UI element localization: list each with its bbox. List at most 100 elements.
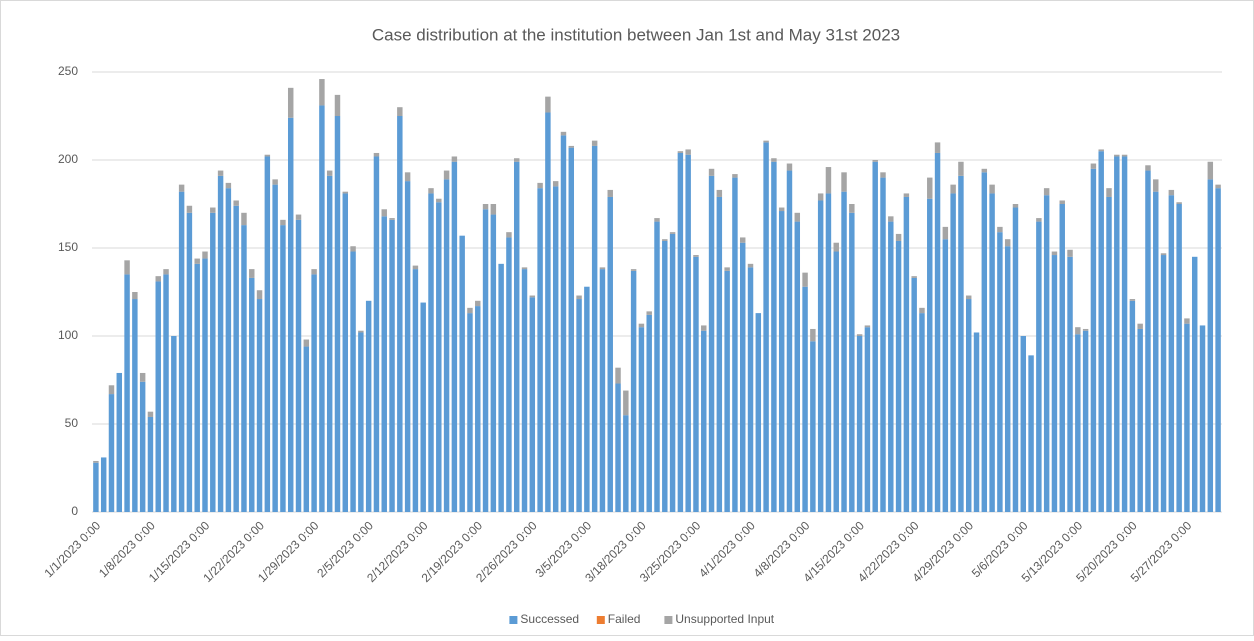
bar-segment [560, 131, 567, 136]
bar-segment [1020, 336, 1027, 512]
bar-segment [334, 94, 341, 116]
bar-segment [755, 313, 762, 512]
bar-segment [677, 152, 684, 512]
bar-segment [1106, 188, 1112, 197]
bar-segment [989, 184, 995, 194]
bar-segment [412, 269, 419, 512]
bar-segment [552, 186, 559, 512]
bar-segment [1199, 325, 1206, 512]
bar-segment [685, 154, 691, 512]
bar-segment [350, 246, 356, 252]
bar-segment [802, 272, 808, 287]
bar-segment [373, 152, 380, 157]
bar-segment [163, 274, 169, 512]
bar-segment [124, 274, 130, 512]
bar-segment [662, 240, 668, 512]
bar-segment [475, 300, 481, 307]
bar-segment [537, 188, 543, 512]
legend-swatch [664, 616, 673, 624]
bar-segment [591, 145, 598, 513]
bar-segment [895, 233, 902, 241]
bar-segment [716, 189, 723, 197]
bar-segment [155, 281, 161, 512]
bar-segment [841, 191, 847, 512]
bar-segment [1004, 239, 1011, 247]
bar-segment [1137, 328, 1143, 512]
bar-segment [903, 193, 910, 197]
bar-segment [1082, 330, 1089, 512]
bar-segment [864, 325, 871, 328]
bar-segment [506, 237, 512, 512]
bar-segment [599, 267, 606, 270]
bar-segment [927, 198, 933, 512]
bar-segment [319, 105, 325, 512]
bar-segment [1176, 204, 1182, 512]
bar-segment [693, 256, 699, 512]
bar-segment [1036, 218, 1042, 222]
bar-segment [311, 274, 317, 512]
bar-segment [194, 258, 200, 264]
bar-segment [919, 307, 925, 314]
bar-segment [295, 214, 302, 220]
bar-segment [778, 211, 785, 513]
bar-segment [685, 149, 691, 155]
bar-segment [506, 232, 512, 238]
bar-segment [895, 240, 902, 512]
bar-segment [817, 193, 824, 201]
bar-segment [529, 297, 536, 512]
bar-segment [981, 168, 988, 173]
bar-segment [132, 299, 138, 512]
bar-segment [1160, 253, 1167, 256]
bar-segment [404, 172, 411, 182]
bar-segment [646, 311, 652, 315]
bar-segment [997, 232, 1003, 512]
bar-segment [475, 306, 481, 512]
bar-segment [1191, 256, 1198, 512]
bar-segment [763, 140, 769, 143]
bar-segment [1168, 189, 1175, 196]
bar-segment [1012, 207, 1019, 512]
bar-segment [1067, 256, 1073, 512]
bar-segment [93, 460, 99, 463]
bar-segment [810, 328, 816, 342]
bar-segment [888, 216, 894, 222]
bar-segment [1176, 202, 1182, 204]
bar-segment [1028, 355, 1034, 512]
bar-segment [194, 263, 200, 512]
bar-segment [825, 167, 832, 194]
bar-segment [272, 184, 278, 512]
bar-segment [747, 267, 754, 512]
bar-segment [560, 135, 567, 513]
bar-segment [1153, 179, 1159, 192]
bar-segment [1207, 161, 1214, 180]
bar-segment [615, 367, 621, 384]
bar-segment [1129, 299, 1136, 301]
bar-segment [638, 323, 645, 328]
bar-segment [880, 172, 886, 178]
bar-segment [155, 276, 161, 282]
bar-segment [381, 216, 387, 512]
bar-segment [139, 381, 146, 512]
bar-segment [856, 334, 863, 336]
bar-segment [1114, 154, 1120, 157]
bar-segment [1145, 165, 1151, 171]
bar-segment [1121, 154, 1128, 157]
bar-segment [856, 336, 863, 512]
bar-segment [934, 152, 941, 512]
bar-segment [1215, 184, 1221, 189]
bar-segment [701, 330, 707, 512]
bar-segment [568, 145, 575, 148]
bar-segment [833, 251, 839, 512]
bar-segment [1106, 196, 1112, 512]
bar-segment [950, 193, 956, 512]
bar-segment [864, 327, 871, 512]
bar-segment [739, 242, 746, 512]
bar-segment [163, 269, 169, 275]
bar-segment [607, 189, 613, 197]
bar-segment [981, 172, 988, 512]
bar-segment [903, 196, 910, 512]
bar-segment [552, 181, 559, 187]
bar-segment [942, 239, 949, 512]
bar-segment [997, 226, 1003, 233]
